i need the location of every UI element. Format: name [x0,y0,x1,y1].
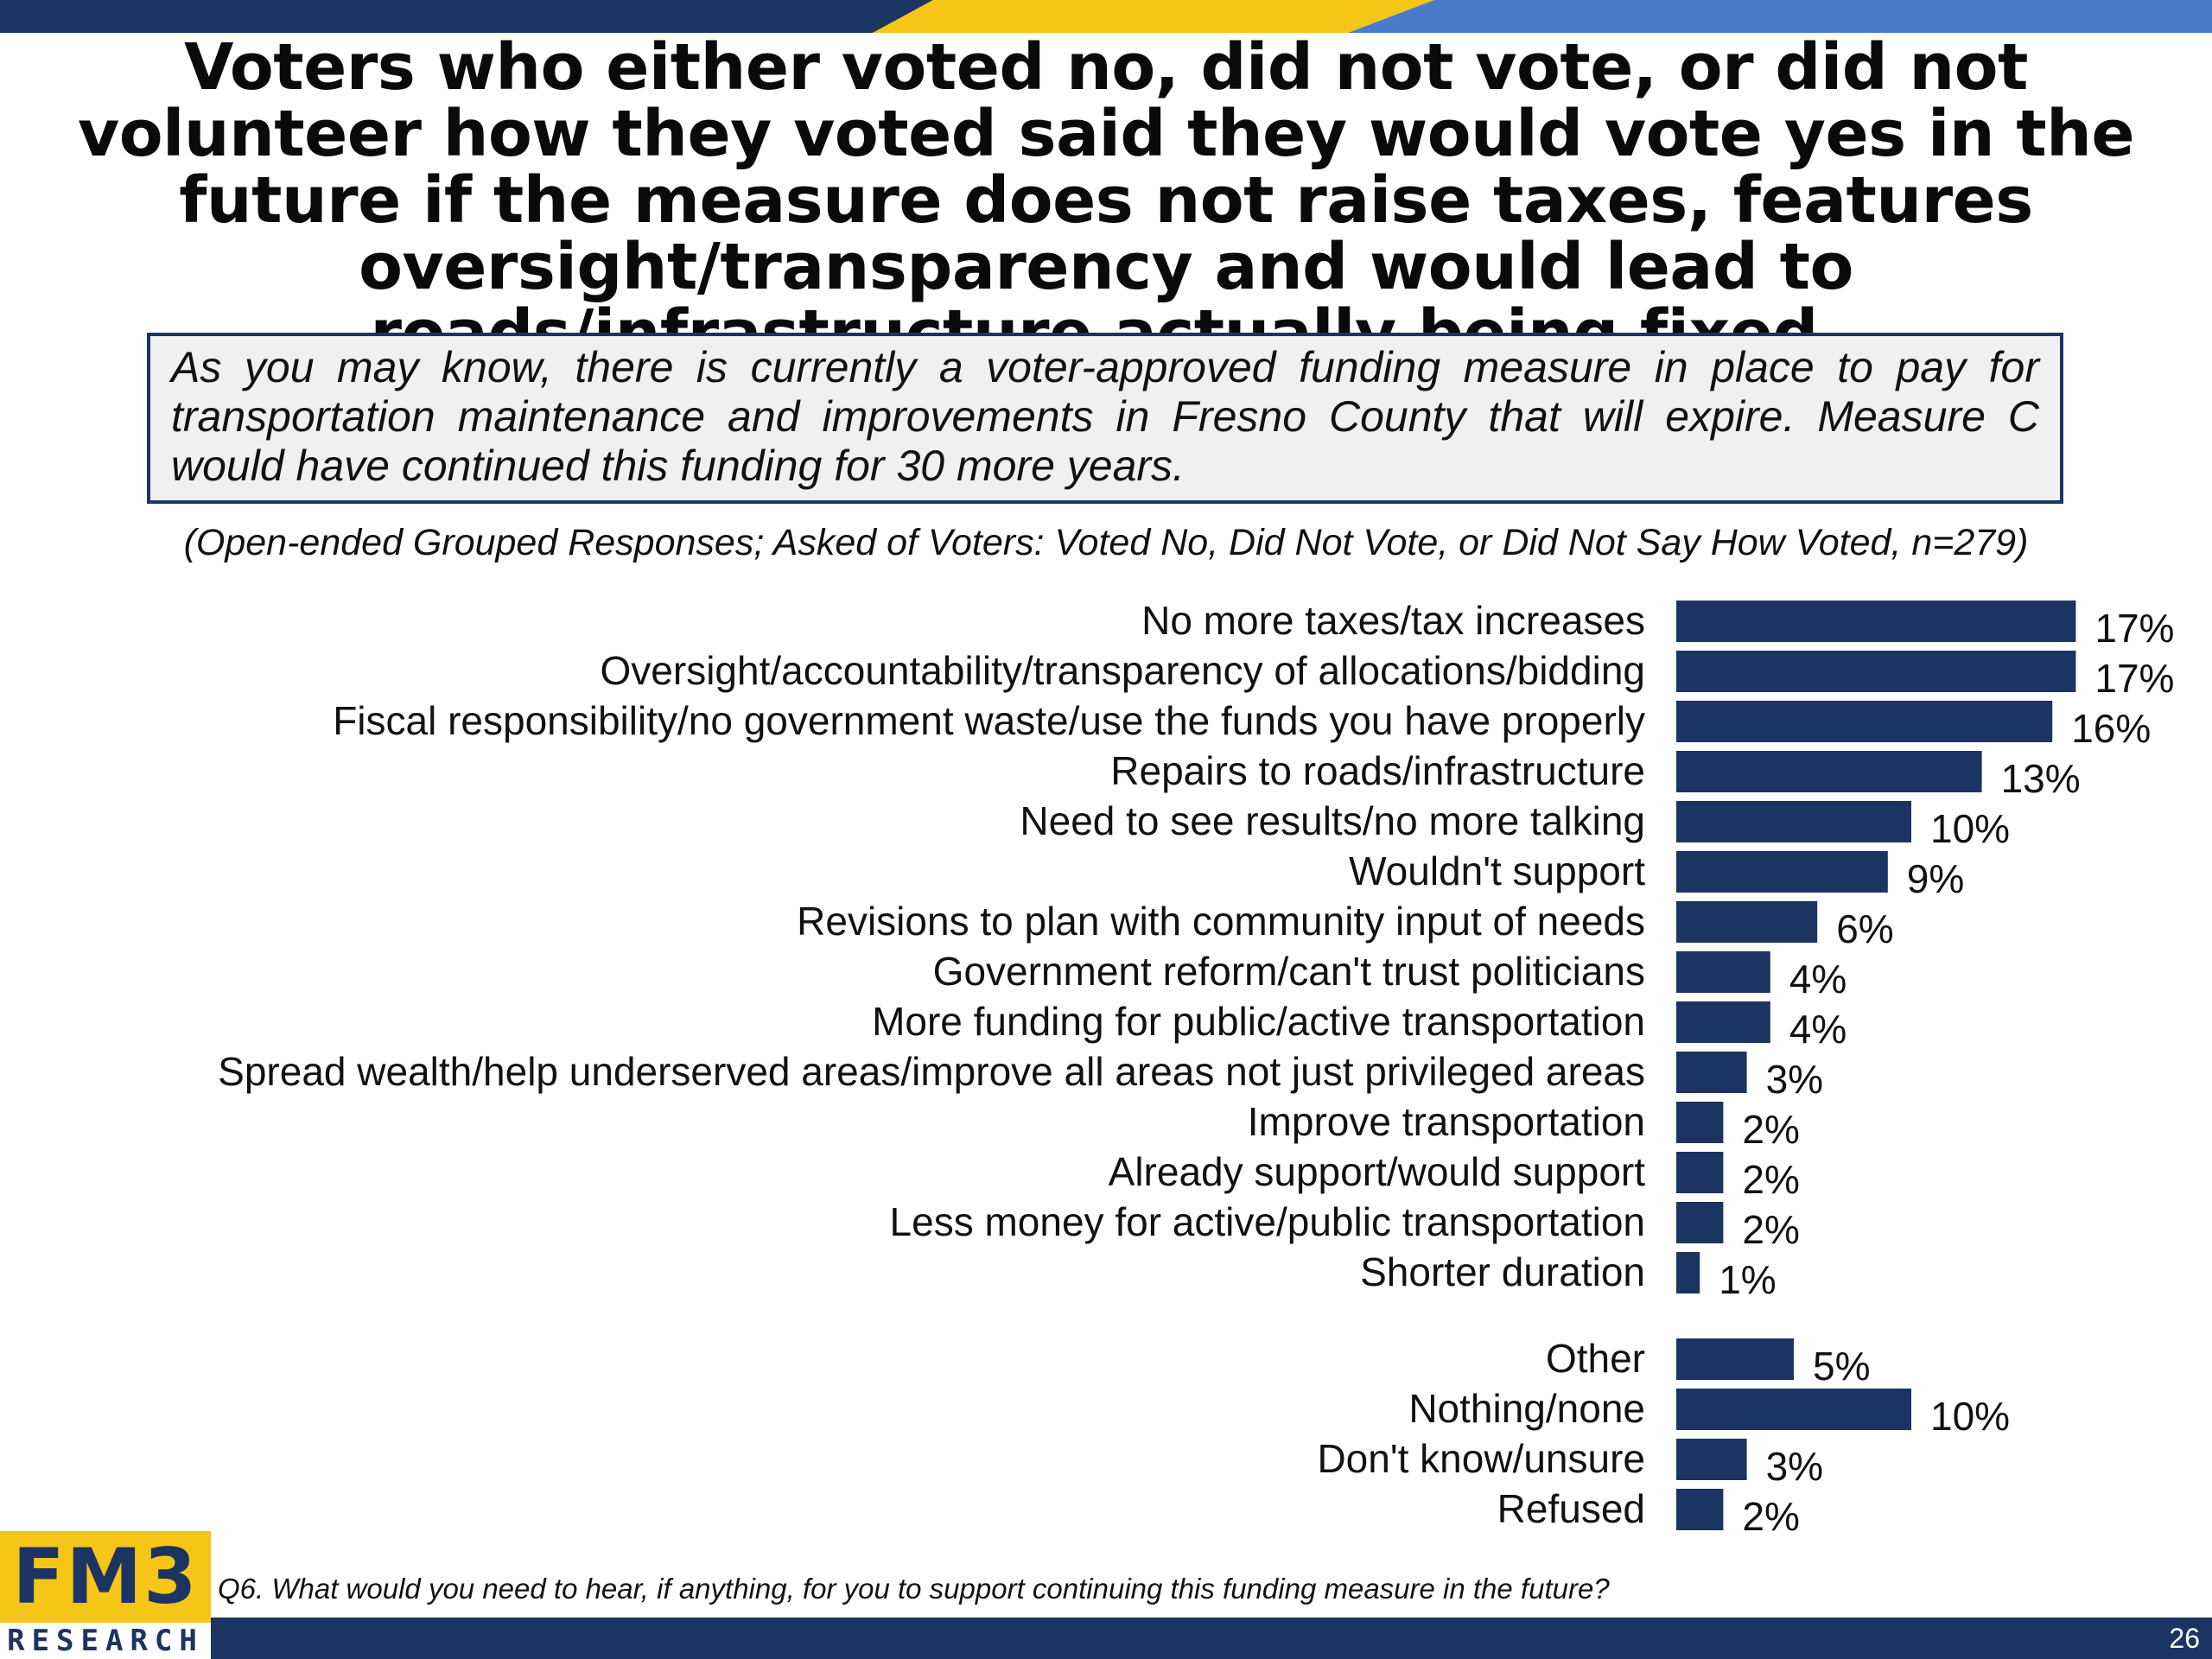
question-text-box: As you may know, there is currently a vo… [147,333,2063,504]
category-label: Less money for active/public transportat… [890,1199,1645,1244]
bar [1676,601,2076,642]
bar [1676,851,1888,893]
bar [1676,1052,1747,1093]
data-label: 17% [2094,656,2174,701]
top-band-blue [1348,0,2212,33]
data-label: 13% [2001,756,2081,801]
base-note: (Open-ended Grouped Responses; Asked of … [183,522,2029,563]
data-label: 4% [1789,1007,1847,1052]
data-label: 2% [1742,1157,1799,1202]
category-label: No more taxes/tax increases [1141,598,1645,643]
data-label: 3% [1766,1444,1823,1489]
bar [1676,951,1770,993]
data-label: 17% [2094,606,2174,651]
category-label: Wouldn't support [1349,849,1645,893]
bar [1676,901,1818,943]
data-label: 2% [1742,1207,1799,1252]
category-label: Other [1546,1336,1645,1381]
category-label: Fiscal responsibility/no government wast… [333,698,1645,743]
bar [1676,1338,1794,1380]
bar [1676,1001,1770,1043]
bar [1676,651,2076,692]
category-label: Oversight/accountability/transparency of… [601,648,1645,693]
category-label: Government reform/can't trust politician… [933,949,1645,994]
category-label: Spread wealth/help underserved areas/imp… [218,1049,1645,1094]
bar [1676,1102,1724,1143]
category-label: Repairs to roads/infrastructure [1110,748,1645,793]
question-footnote: Q6. What would you need to hear, if anyt… [218,1573,1610,1605]
top-band-navy [0,0,933,33]
data-label: 1% [1719,1257,1776,1302]
category-label: Revisions to plan with community input o… [797,899,1645,944]
bar [1676,751,1982,792]
bar [1676,1489,1724,1530]
data-label: 5% [1813,1344,1870,1389]
data-label: 3% [1766,1057,1823,1102]
logo-main-text: FM3 [0,1531,211,1623]
category-label: Don't know/unsure [1317,1436,1645,1481]
bottom-band [211,1618,2212,1659]
category-label: Need to see results/no more talking [1020,798,1645,843]
bar [1676,1252,1700,1294]
bar [1676,1389,1911,1430]
data-label: 10% [1930,806,2010,851]
bar [1676,1202,1724,1243]
top-band-gold [873,0,1434,33]
data-label: 4% [1789,957,1847,1001]
data-label: 6% [1836,906,1893,951]
page-number: 26 [2169,1623,2200,1654]
data-label: 2% [1742,1107,1799,1152]
data-label: 9% [1907,856,1964,901]
data-label: 16% [2071,706,2151,751]
category-label: Improve transportation [1248,1099,1645,1144]
bar [1676,1439,1747,1480]
category-label: Already support/would support [1109,1149,1646,1194]
data-label: 2% [1742,1494,1799,1539]
top-decorative-band [0,0,2212,33]
category-label: Refused [1497,1486,1645,1531]
category-label: More funding for public/active transport… [872,999,1645,1044]
data-label: 10% [1930,1394,2010,1439]
logo-sub-text: RESEARCH [0,1623,211,1659]
bar [1676,1152,1724,1193]
fm3-logo: FM3 RESEARCH [0,1531,211,1659]
bar [1676,701,2053,742]
category-label: Nothing/none [1408,1386,1645,1431]
bar [1676,801,1911,842]
category-label: Shorter duration [1360,1249,1645,1294]
